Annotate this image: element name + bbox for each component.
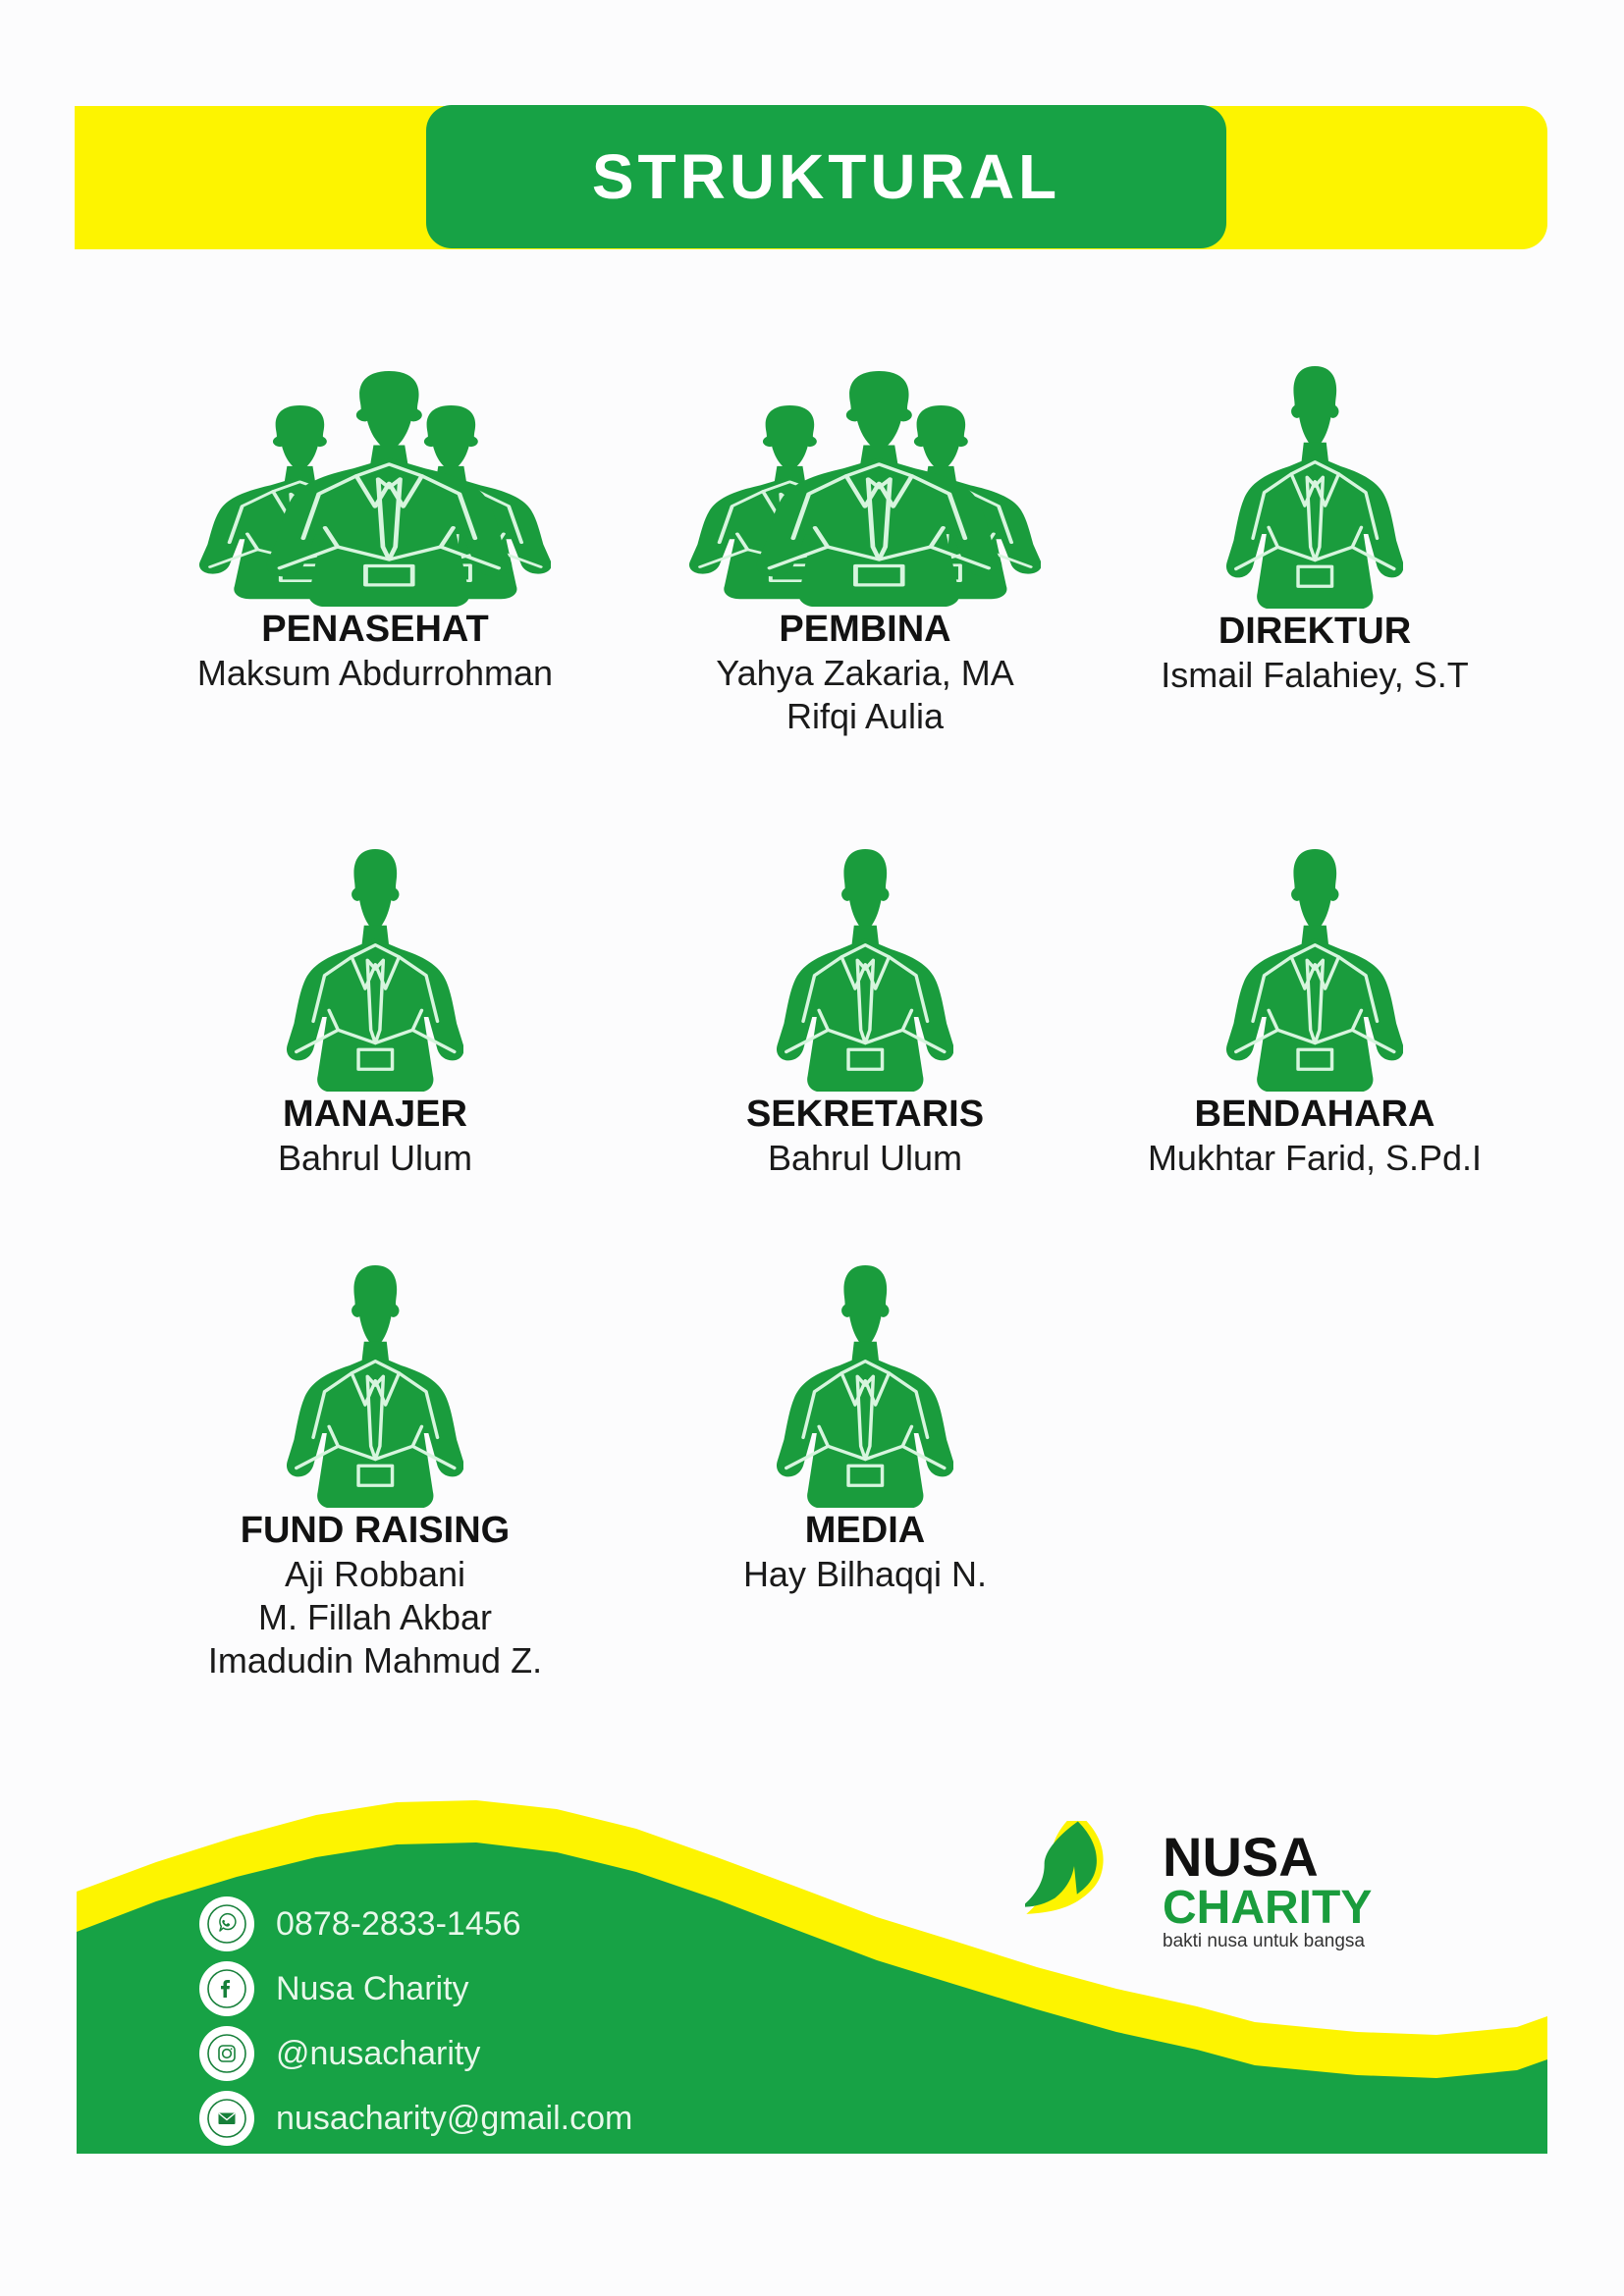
svg-text:NUSA: NUSA (1163, 1826, 1319, 1888)
svg-text:CHARITY: CHARITY (1163, 1882, 1372, 1934)
svg-text:bakti nusa untuk bangsa: bakti nusa untuk bangsa (1163, 1931, 1365, 1951)
